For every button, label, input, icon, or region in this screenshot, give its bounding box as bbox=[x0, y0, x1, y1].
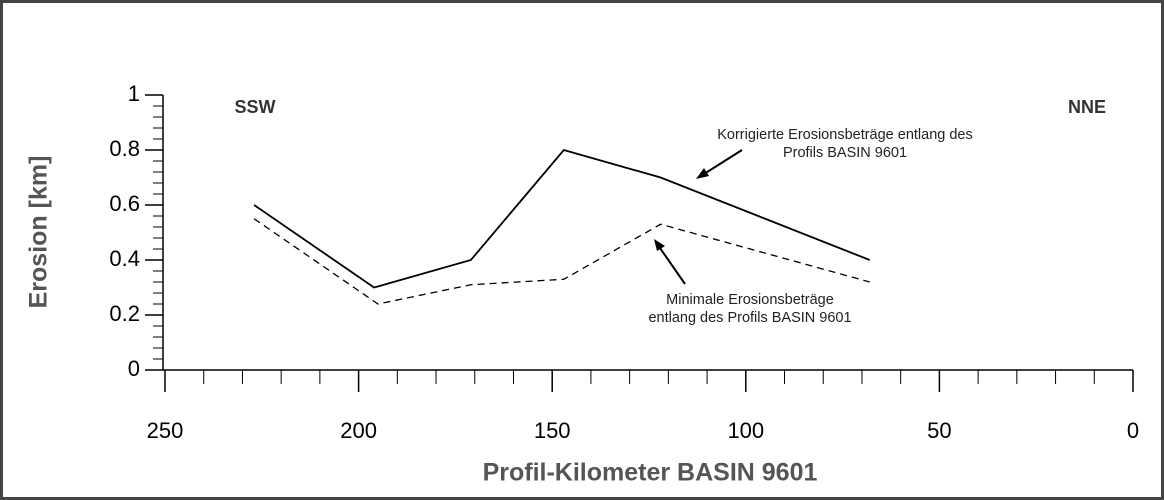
annotation: entlang des Profils BASIN 9601 bbox=[648, 310, 851, 326]
y-tick-label: 0.4 bbox=[109, 246, 140, 271]
arrow-head bbox=[696, 168, 709, 179]
arrow bbox=[659, 247, 686, 285]
x-tick-label: 250 bbox=[147, 418, 184, 443]
y-tick-label: 0 bbox=[128, 356, 140, 381]
annotation: Korrigierte Erosionsbeträge entlang des bbox=[717, 127, 973, 143]
x-tick-label: 50 bbox=[927, 418, 951, 443]
direction-label: NNE bbox=[1068, 97, 1106, 117]
y-tick-label: 0.2 bbox=[109, 301, 140, 326]
annotation: Profils BASIN 9601 bbox=[783, 145, 907, 161]
direction-label: SSW bbox=[234, 97, 275, 117]
y-tick-label: 0.8 bbox=[109, 136, 140, 161]
x-tick-label: 200 bbox=[340, 418, 377, 443]
annotation: Minimale Erosionsbeträge bbox=[666, 292, 834, 308]
arrow-head bbox=[654, 239, 665, 251]
arrow bbox=[703, 149, 743, 175]
y-tick-label: 1 bbox=[128, 81, 140, 106]
series-line bbox=[253, 148, 871, 289]
x-tick-label: 150 bbox=[534, 418, 571, 443]
x-tick-label: 0 bbox=[1127, 418, 1139, 443]
x-tick-label: 100 bbox=[727, 418, 764, 443]
series-line bbox=[253, 218, 870, 305]
y-axis-title: Erosion [km] bbox=[25, 156, 53, 309]
y-tick-label: 0.6 bbox=[109, 191, 140, 216]
x-axis-title: Profil-Kilometer BASIN 9601 bbox=[483, 459, 818, 487]
